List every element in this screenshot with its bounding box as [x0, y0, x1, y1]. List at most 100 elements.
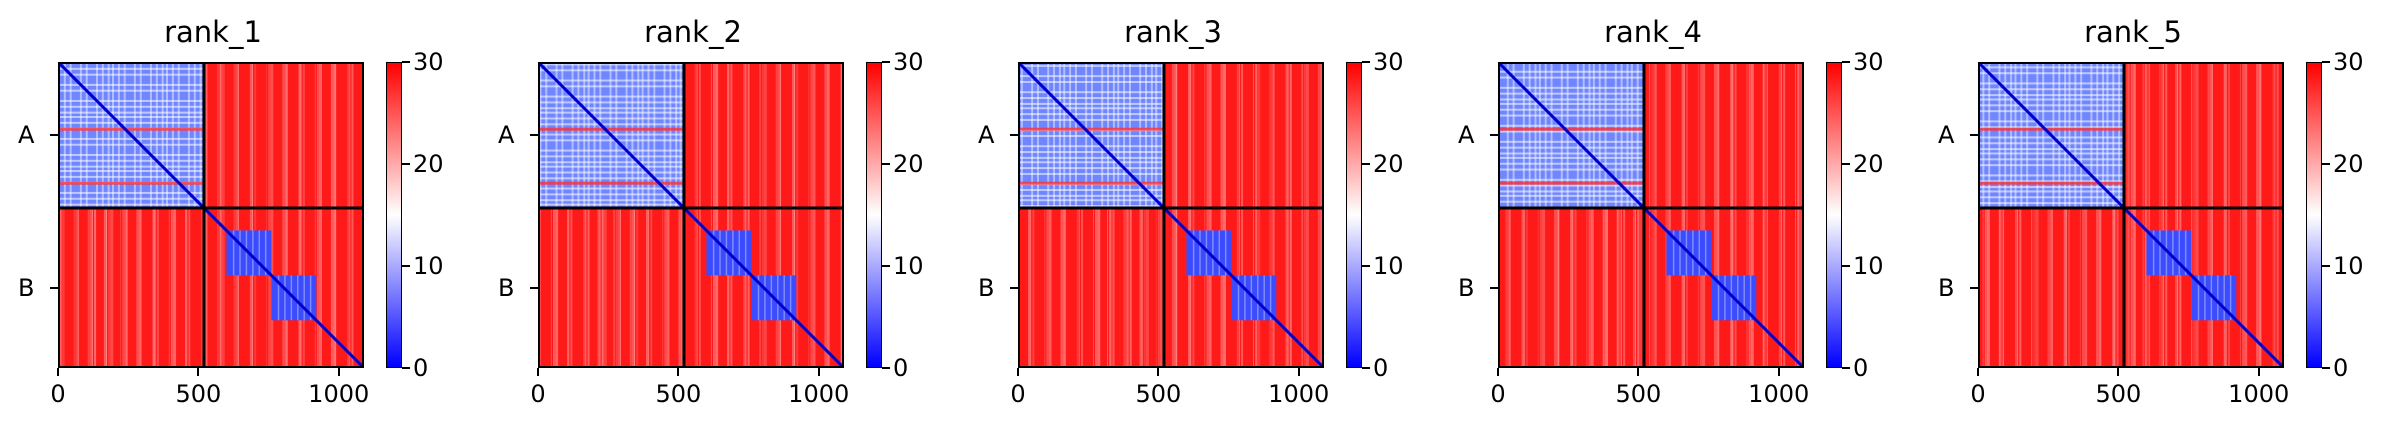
chain-b-domain-texture	[232, 230, 235, 276]
chain-a-stripe	[1018, 102, 1164, 105]
heatmap-streak	[2019, 62, 2022, 368]
heatmap-streak	[617, 62, 621, 368]
heatmap-streak	[1139, 62, 1143, 368]
chain-b-domain-texture	[732, 230, 734, 276]
diagonal	[1018, 62, 1324, 368]
heatmap-streak	[1539, 62, 1542, 368]
heatmap-streak	[2274, 62, 2276, 368]
heatmap-streak	[1048, 62, 1052, 368]
heatmap-streak	[1783, 62, 1786, 368]
heatmap-streak	[189, 62, 191, 368]
colorbar-tick	[1362, 367, 1370, 369]
chain-a-stripe	[1978, 190, 2124, 193]
chain-a-stripe	[1978, 88, 2124, 91]
x-tick	[537, 368, 539, 376]
heatmap-streak	[2116, 62, 2119, 368]
heatmap-streak	[2223, 62, 2227, 368]
chain-b-domain-texture	[1263, 275, 1265, 321]
pae-heatmap	[1498, 62, 1804, 368]
heatmap-streak	[1208, 62, 1212, 368]
heatmap-streak	[791, 62, 795, 368]
chain-b-domain-texture	[783, 275, 785, 321]
heatmap-streak	[1157, 62, 1160, 368]
heatmap-streak	[1204, 62, 1206, 368]
colorbar-tick	[1842, 265, 1850, 267]
heatmap-streak	[1078, 62, 1080, 368]
chain-a-red-line	[1498, 181, 1644, 185]
chain-a-stripe	[58, 89, 204, 92]
y-tick	[50, 133, 58, 136]
chain-a-stripe	[1018, 91, 1164, 94]
chain-a-stripe	[1018, 205, 1164, 208]
heatmap-streak	[2228, 62, 2231, 368]
chain-a-stripe	[538, 165, 684, 168]
chain-b-domain-texture	[2204, 275, 2206, 321]
chain-a-stripe	[1145, 62, 1148, 208]
chain-a-stripe	[1978, 152, 2124, 155]
chain-b-domain-texture	[252, 230, 254, 276]
colorbar-tick	[402, 61, 410, 63]
chain-a-stripe	[1069, 62, 1072, 208]
heatmap-plot	[1978, 62, 2284, 368]
chain-a-stripe	[1498, 140, 1644, 143]
heatmap-streak	[761, 62, 764, 368]
heatmap-streak	[284, 62, 288, 368]
heatmap-streak	[1525, 62, 1528, 368]
chain-a-stripe	[1998, 62, 2001, 208]
chain-a-stripe	[1978, 158, 2124, 161]
chain-a-stripe	[2058, 62, 2061, 208]
x-tick	[337, 368, 340, 376]
chain-a-stripe	[1018, 194, 1164, 197]
chain-a-stripe	[1498, 76, 1644, 79]
chain-a-stripe	[538, 107, 684, 110]
chain-b-domain-texture	[2152, 230, 2155, 276]
heatmap-streak	[268, 62, 271, 368]
chain-b-domain-texture	[258, 230, 261, 276]
chain-b-domain-texture	[1737, 275, 1739, 321]
chain-b-domain-texture	[770, 275, 773, 321]
diagonal	[58, 62, 364, 368]
heatmap-streak	[2209, 62, 2213, 368]
heatmap-streak	[1521, 62, 1525, 368]
heatmap-streak	[2017, 62, 2019, 368]
y-tick	[1490, 133, 1498, 136]
heatmap-streak	[2149, 62, 2151, 368]
chain-a-stripe	[166, 62, 169, 208]
chain-a-stripe	[58, 137, 204, 140]
chain-b-domain-texture	[1244, 275, 1246, 321]
chain-a-stripe	[85, 62, 88, 208]
heatmap-plot	[538, 62, 844, 368]
heatmap-streak	[254, 62, 257, 368]
chain-a-stripe	[2020, 62, 2023, 208]
colorbar-tick	[2322, 163, 2330, 165]
heatmap-streak	[1998, 62, 2001, 368]
chain-a-stripe	[1614, 62, 1617, 208]
heatmap-streak	[713, 62, 716, 368]
chain-a-stripe	[69, 62, 72, 208]
chain-a-stripe	[1512, 62, 1515, 208]
x-tick-label: 0	[1490, 380, 1506, 408]
chain-a-stripe	[2090, 62, 2093, 208]
heatmap-streak	[2079, 62, 2081, 368]
heatmap-streak	[2193, 62, 2196, 368]
chain-b-domain-texture	[1692, 230, 1694, 276]
chain-a-stripe	[1498, 200, 1644, 203]
chain-a-stripe	[2074, 62, 2077, 208]
chain-b-domain-texture	[2165, 230, 2168, 276]
heatmap-streak	[319, 62, 323, 368]
pae-heatmap	[58, 62, 364, 368]
chain-b-domain-texture	[757, 275, 760, 321]
heatmap-streak	[2207, 62, 2210, 368]
colorbar-tick	[2322, 61, 2330, 63]
heatmap-streak	[743, 62, 747, 368]
x-tick-label: 1000	[1268, 380, 1330, 408]
y-tick	[1010, 133, 1018, 136]
heatmap-streak	[1224, 62, 1226, 368]
chain-a-stripe	[149, 62, 152, 208]
heatmap-streak	[235, 62, 239, 368]
chain-a-stripe	[2014, 62, 2017, 208]
x-tick	[57, 368, 59, 376]
x-tick-label: 1000	[2228, 380, 2290, 408]
heatmap-streak	[636, 62, 639, 368]
chain-a-stripe	[1538, 62, 1541, 208]
